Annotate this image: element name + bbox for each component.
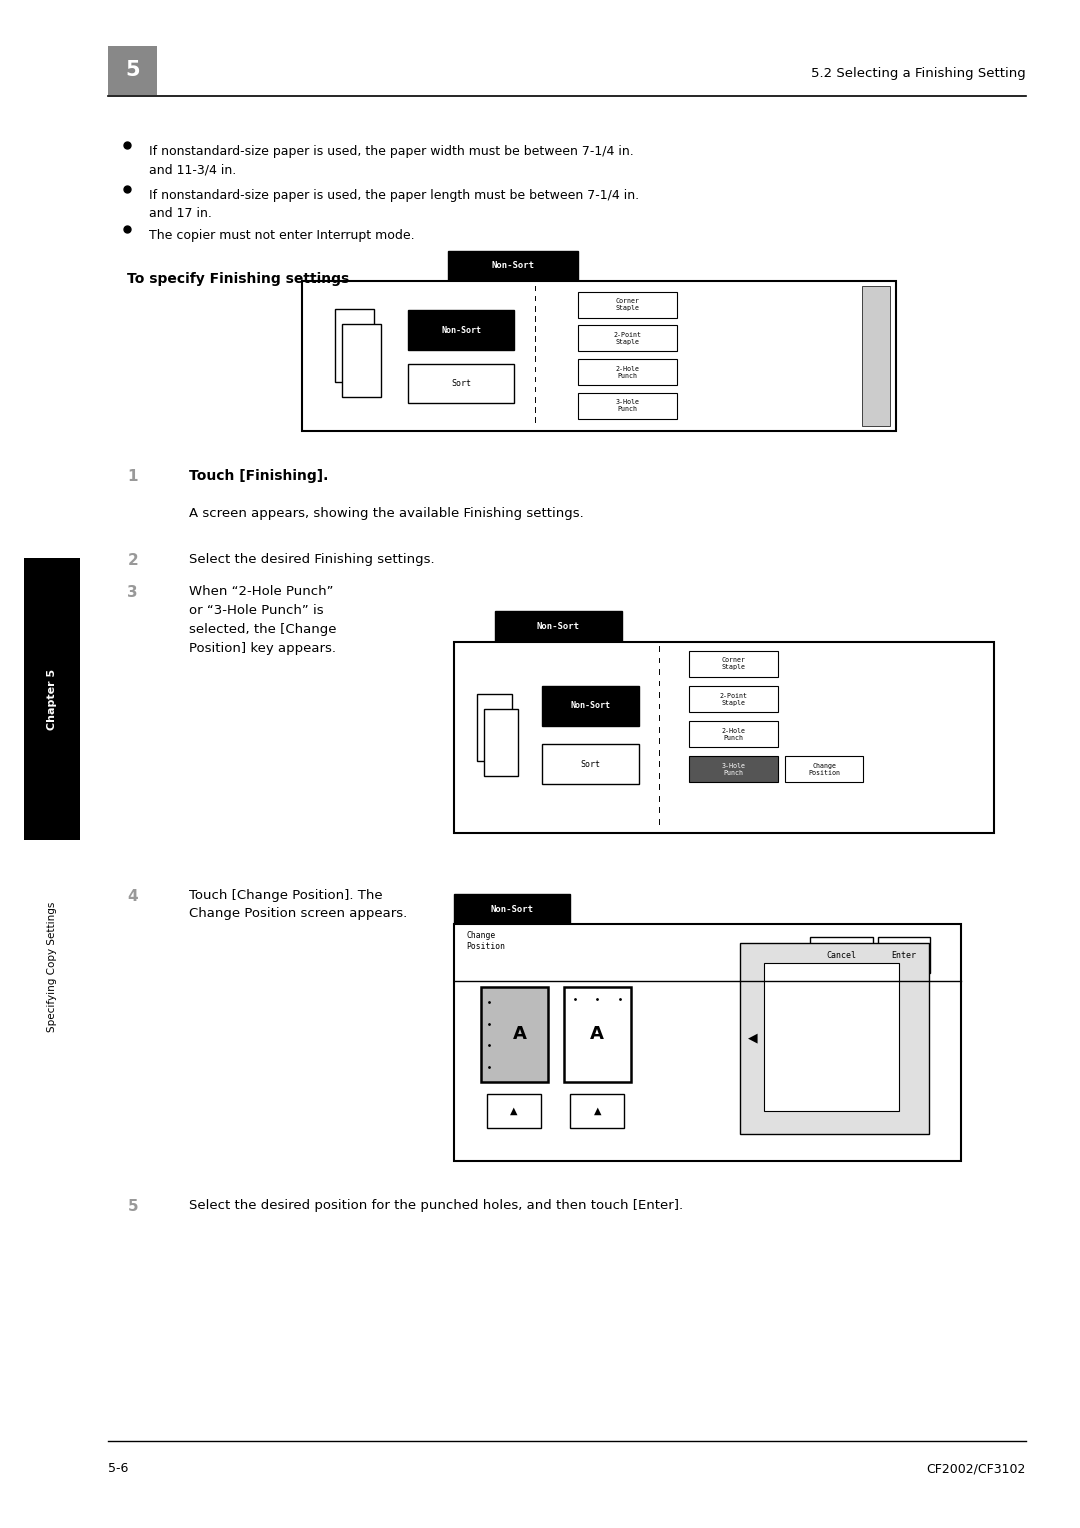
Text: Non-Sort: Non-Sort bbox=[490, 905, 534, 914]
Text: Change
Position: Change Position bbox=[467, 931, 505, 950]
Bar bbox=[564, 987, 631, 1082]
Bar bbox=[24, 558, 80, 840]
Text: 1: 1 bbox=[127, 469, 138, 484]
Bar bbox=[542, 686, 639, 726]
Text: ▲: ▲ bbox=[594, 1106, 600, 1115]
Text: CF2002/CF3102: CF2002/CF3102 bbox=[927, 1462, 1026, 1476]
Text: 2-Hole
Punch: 2-Hole Punch bbox=[616, 365, 639, 379]
Text: ▲: ▲ bbox=[511, 1106, 517, 1115]
Text: Sort: Sort bbox=[581, 759, 600, 769]
Text: Specifying Copy Settings: Specifying Copy Settings bbox=[46, 902, 57, 1031]
Text: Cancel: Cancel bbox=[826, 950, 856, 960]
Text: 5: 5 bbox=[125, 60, 139, 81]
Bar bbox=[335, 309, 374, 382]
Text: Chapter 5: Chapter 5 bbox=[46, 668, 57, 730]
Text: 3: 3 bbox=[127, 585, 138, 601]
Text: Non-Sort: Non-Sort bbox=[570, 701, 611, 711]
Bar bbox=[578, 325, 677, 351]
Text: ◀: ◀ bbox=[748, 1031, 757, 1045]
Text: 5: 5 bbox=[127, 1199, 138, 1215]
Bar bbox=[689, 721, 778, 747]
Text: Change
Position: Change Position bbox=[808, 762, 840, 776]
Bar bbox=[862, 286, 890, 426]
Bar bbox=[542, 744, 639, 784]
Text: 5.2 Selecting a Finishing Setting: 5.2 Selecting a Finishing Setting bbox=[811, 67, 1026, 79]
Text: 3-Hole
Punch: 3-Hole Punch bbox=[721, 762, 745, 776]
Text: The copier must not enter Interrupt mode.: The copier must not enter Interrupt mode… bbox=[149, 229, 415, 243]
Bar bbox=[484, 709, 518, 776]
Text: Select the desired position for the punched holes, and then touch [Enter].: Select the desired position for the punc… bbox=[189, 1199, 684, 1213]
Bar bbox=[487, 1094, 541, 1128]
Text: Select the desired Finishing settings.: Select the desired Finishing settings. bbox=[189, 553, 434, 567]
Bar bbox=[764, 963, 899, 1111]
Text: Non-Sort: Non-Sort bbox=[491, 261, 535, 270]
Bar bbox=[785, 756, 863, 782]
Bar bbox=[342, 324, 381, 397]
Bar bbox=[108, 46, 157, 95]
Bar bbox=[408, 310, 514, 350]
Text: 4: 4 bbox=[127, 889, 138, 905]
Bar bbox=[495, 611, 622, 642]
Text: A: A bbox=[591, 1025, 604, 1044]
Bar bbox=[878, 937, 930, 973]
Text: To specify Finishing settings: To specify Finishing settings bbox=[127, 272, 350, 286]
Text: Corner
Staple: Corner Staple bbox=[721, 657, 745, 671]
Text: Non-Sort: Non-Sort bbox=[441, 325, 482, 335]
Bar bbox=[689, 686, 778, 712]
Text: If nonstandard-size paper is used, the paper length must be between 7-1/4 in.
an: If nonstandard-size paper is used, the p… bbox=[149, 189, 639, 220]
Bar bbox=[810, 937, 873, 973]
Bar bbox=[477, 694, 512, 761]
Bar bbox=[481, 987, 548, 1082]
Text: Corner
Staple: Corner Staple bbox=[616, 298, 639, 312]
Bar bbox=[454, 642, 994, 833]
Text: Touch [Finishing].: Touch [Finishing]. bbox=[189, 469, 328, 483]
Text: 2: 2 bbox=[127, 553, 138, 568]
Text: If nonstandard-size paper is used, the paper width must be between 7-1/4 in.
and: If nonstandard-size paper is used, the p… bbox=[149, 145, 634, 176]
Bar bbox=[578, 393, 677, 419]
Text: A screen appears, showing the available Finishing settings.: A screen appears, showing the available … bbox=[189, 507, 584, 521]
Text: 2-Hole
Punch: 2-Hole Punch bbox=[721, 727, 745, 741]
Bar bbox=[454, 924, 961, 1161]
Bar bbox=[578, 292, 677, 318]
Bar bbox=[740, 943, 929, 1134]
Text: 2-Point
Staple: 2-Point Staple bbox=[719, 692, 747, 706]
Bar bbox=[448, 251, 578, 281]
Text: A: A bbox=[513, 1025, 526, 1044]
Bar bbox=[454, 894, 570, 924]
Bar bbox=[570, 1094, 624, 1128]
Text: 2-Point
Staple: 2-Point Staple bbox=[613, 332, 642, 345]
Bar bbox=[302, 281, 896, 431]
Text: Sort: Sort bbox=[451, 379, 471, 388]
Bar bbox=[689, 651, 778, 677]
Text: When “2-Hole Punch”
or “3-Hole Punch” is
selected, the [Change
Position] key app: When “2-Hole Punch” or “3-Hole Punch” is… bbox=[189, 585, 337, 656]
Text: Enter: Enter bbox=[891, 950, 917, 960]
Text: Non-Sort: Non-Sort bbox=[537, 622, 580, 631]
Bar bbox=[689, 756, 778, 782]
Bar bbox=[408, 364, 514, 403]
Text: 5-6: 5-6 bbox=[108, 1462, 129, 1476]
Text: 3-Hole
Punch: 3-Hole Punch bbox=[616, 399, 639, 413]
Bar bbox=[578, 359, 677, 385]
Text: Touch [Change Position]. The
Change Position screen appears.: Touch [Change Position]. The Change Posi… bbox=[189, 889, 407, 920]
